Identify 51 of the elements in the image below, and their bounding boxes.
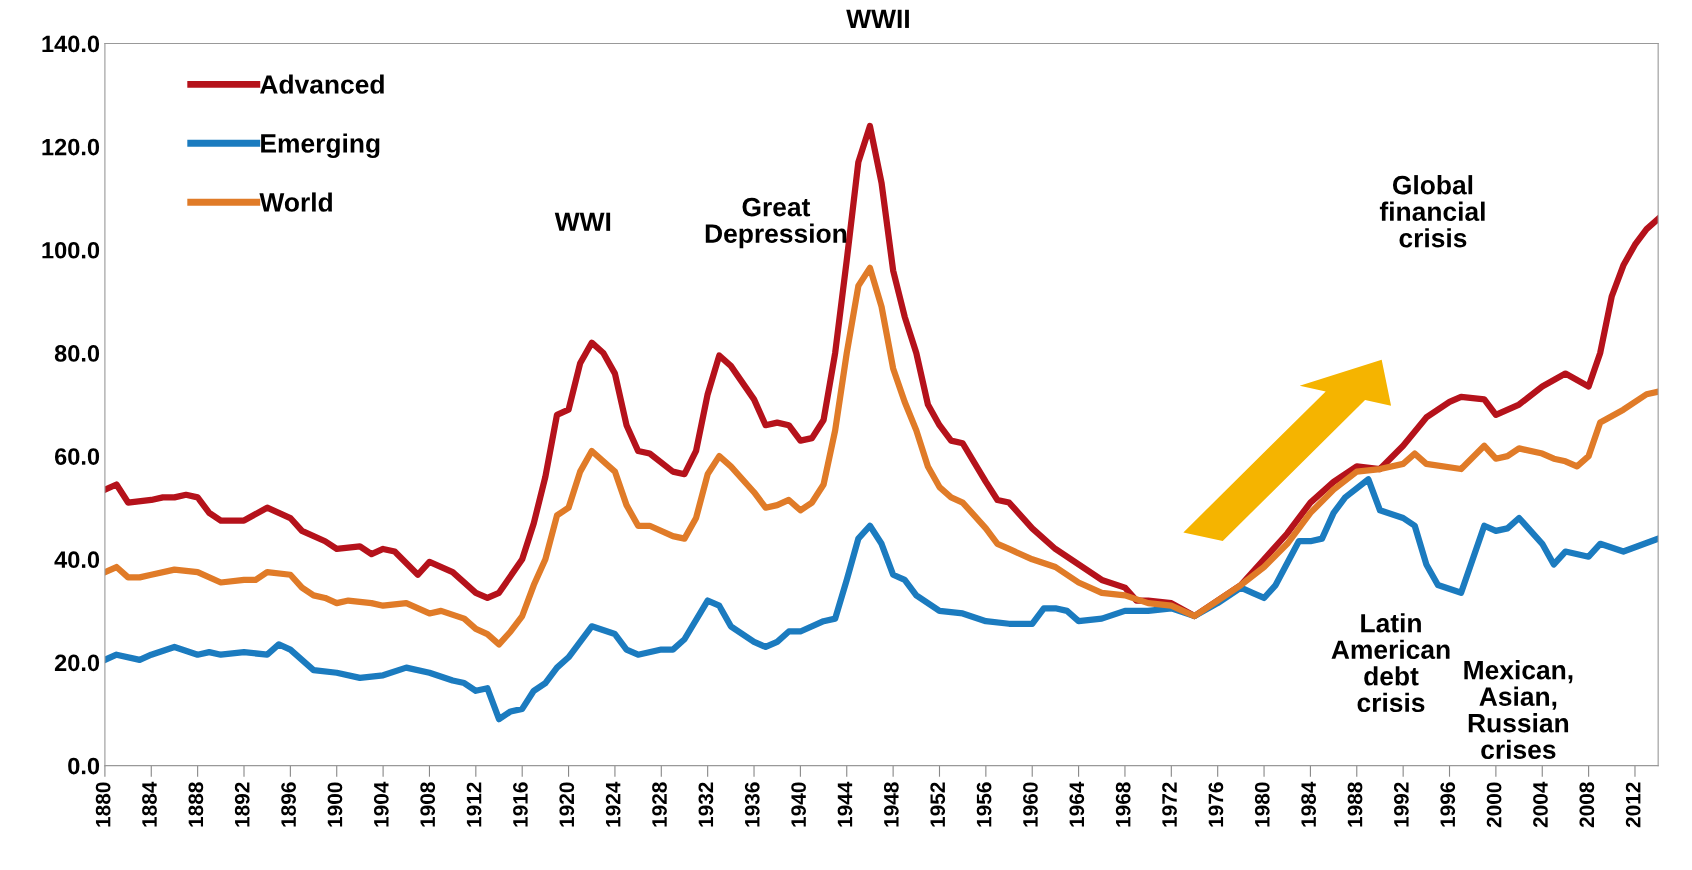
x-tick-label: 1920 <box>559 782 575 827</box>
x-tick-label: 1936 <box>744 782 760 827</box>
x-tick-label: 1880 <box>95 782 111 827</box>
x-tick-label: 1896 <box>281 782 296 827</box>
annotation: Mexican, Asian, Russian crises <box>1464 660 1573 760</box>
x-tick-label: 1980 <box>1254 782 1270 827</box>
x-tick-label: 1904 <box>373 781 389 827</box>
x-tick-label: 1956 <box>976 782 992 827</box>
x-tick-label: 1988 <box>1347 782 1363 827</box>
annotation: Latin American debt crisis <box>1331 613 1450 713</box>
legend-label: Emerging <box>261 133 380 159</box>
x-tick-label: 1924 <box>605 781 621 827</box>
y-tick-label: 40.0 <box>54 551 100 569</box>
legend-label: World <box>259 192 332 212</box>
x-tick-label: 1884 <box>142 781 157 827</box>
x-tick-label: 1948 <box>883 782 899 827</box>
x-tick-label: 1952 <box>930 782 946 827</box>
x-tick-label: 1968 <box>1115 782 1131 827</box>
y-tick-label: 0.0 <box>68 757 100 775</box>
annotation: WWI <box>554 212 611 231</box>
x-tick-label: 2000 <box>1486 782 1502 828</box>
x-tick-label: 1900 <box>327 782 343 827</box>
x-tick-label: 1908 <box>420 782 436 827</box>
y-tick-label: 140.0 <box>42 35 100 53</box>
x-tick-label: 1944 <box>837 781 853 827</box>
legend-label: Advanced <box>260 74 384 94</box>
x-tick-label: 1940 <box>791 782 806 827</box>
x-tick-label: 2012 <box>1625 782 1641 828</box>
y-tick-label: 80.0 <box>54 345 100 362</box>
x-tick-label: 1928 <box>652 782 667 827</box>
x-tick-label: 1996 <box>1440 782 1456 827</box>
x-tick-label: 1912 <box>466 782 482 827</box>
y-tick-label: 120.0 <box>42 138 100 156</box>
x-tick-label: 1984 <box>1301 781 1317 827</box>
x-tick-label: 1932 <box>698 782 714 827</box>
y-tick-label: 100.0 <box>42 241 100 259</box>
x-tick-label: 1888 <box>188 782 204 827</box>
x-tick-label: 1964 <box>1069 781 1085 827</box>
x-tick-label: 1976 <box>1208 782 1224 827</box>
x-tick-label: 1992 <box>1393 782 1409 827</box>
x-tick-label: 2008 <box>1579 782 1595 828</box>
y-tick-label: 60.0 <box>54 448 100 465</box>
annotation: Great Depression <box>705 197 847 249</box>
x-tick-label: 1972 <box>1162 782 1177 827</box>
x-tick-label: 1916 <box>513 782 528 827</box>
x-tick-label: 1960 <box>1023 782 1038 827</box>
annotation: Global financial crisis <box>1379 175 1485 248</box>
x-tick-label: 1892 <box>234 782 250 827</box>
text: WWII <box>846 9 909 28</box>
y-tick-label: 20.0 <box>54 654 100 672</box>
x-tick-label: 2004 <box>1533 781 1548 828</box>
